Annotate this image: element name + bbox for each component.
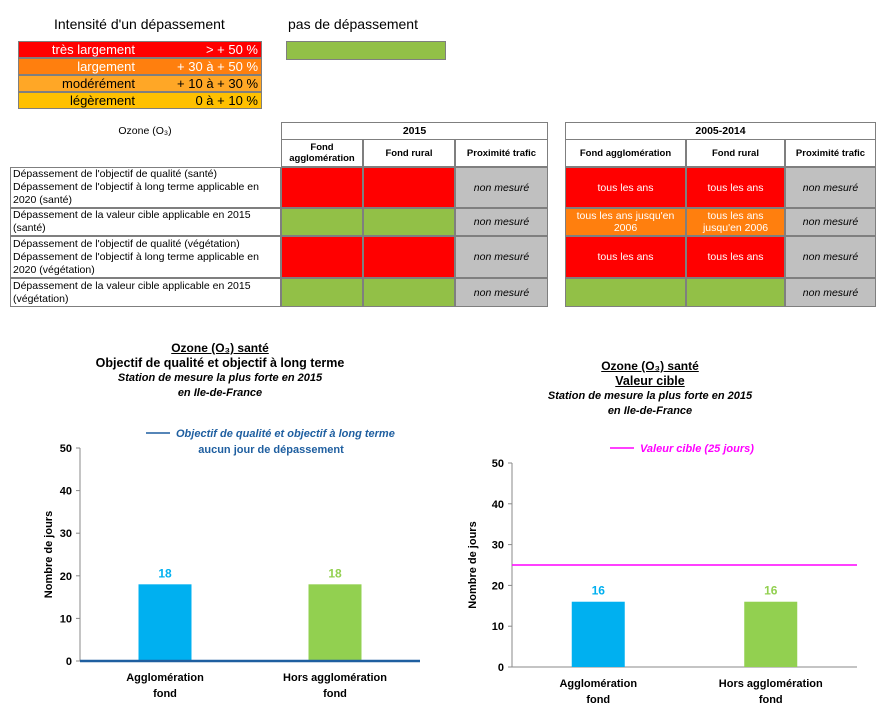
chart2-svg: 0 10 20 30 40 50 Nombre de jours 16 Agglomératio… xyxy=(467,443,857,706)
x-tick-label: Agglomération xyxy=(559,678,637,690)
legend-row: légèrement 0 à + 10 % xyxy=(18,92,262,109)
status-cell xyxy=(565,278,686,307)
legend-range: + 10 à + 30 % xyxy=(177,76,258,91)
y-tick-label: 20 xyxy=(60,571,72,583)
status-cell xyxy=(281,236,363,278)
no-exceed-title: pas de dépassement xyxy=(288,16,418,32)
status-cell xyxy=(686,278,785,307)
status-cell: non mesuré xyxy=(455,278,548,307)
status-cell: tous les ans xyxy=(565,236,686,278)
x-tick-label: Agglomération xyxy=(126,672,204,684)
status-cell: non mesuré xyxy=(455,167,548,208)
status-cell: tous les ans xyxy=(686,167,785,208)
status-cell: non mesuré xyxy=(455,208,548,236)
bar-value-label: 18 xyxy=(158,566,172,580)
y-tick-label: 0 xyxy=(66,656,72,668)
period2-header: 2005-2014 xyxy=(565,122,876,140)
bar-value-label: 16 xyxy=(764,584,778,598)
x-tick-label: fond xyxy=(323,688,347,700)
y-tick-label: 50 xyxy=(492,458,504,470)
chart2-subtitle3: en Ile-de-France xyxy=(607,405,693,417)
col-header: Fond rural xyxy=(363,139,455,167)
status-cell xyxy=(363,278,455,307)
status-cell xyxy=(363,167,455,208)
annotation-text-2: aucun jour de dépassement xyxy=(198,444,344,456)
legend-label: largement xyxy=(77,59,135,74)
col-header: Fond agglomération xyxy=(281,139,363,167)
y-axis-label: Nombre de jours xyxy=(467,521,479,608)
bar xyxy=(744,601,798,667)
x-tick-label: fond xyxy=(153,688,177,700)
chart1-svg: 0 10 20 30 40 50 Nombre de jours 18 Agglomératio… xyxy=(43,428,420,700)
chart1-title-block: Ozone (O₃) santé Objectif de qualité et … xyxy=(60,341,380,401)
status-cell: non mesuré xyxy=(785,278,876,307)
status-cell xyxy=(363,236,455,278)
legend-range: + 30 à + 50 % xyxy=(177,59,258,74)
bar-value-label: 18 xyxy=(328,566,342,580)
row-label: Dépassement de l'objectif de qualité (vé… xyxy=(10,236,281,278)
annotation-text: Objectif de qualité et objectif à long t… xyxy=(176,428,395,440)
chart1-subtitle: Objectif de qualité et objectif à long t… xyxy=(95,356,345,370)
legend-label: légèrement xyxy=(69,93,135,108)
x-tick-label: fond xyxy=(586,694,610,706)
y-tick-label: 20 xyxy=(492,580,504,592)
row-label: Dépassement de la valeur cible applicabl… xyxy=(10,208,281,236)
chart2-subtitle2: Station de mesure la plus forte en 2015 xyxy=(547,390,753,402)
status-cell: tous les ans jusqu'en 2006 xyxy=(565,208,686,236)
period1-header: 2015 xyxy=(281,122,548,140)
col-header: Proximité trafic xyxy=(455,139,548,167)
legend-range: > + 50 % xyxy=(205,42,258,57)
status-cell: non mesuré xyxy=(785,208,876,236)
x-tick-label: Hors agglomération xyxy=(719,678,823,690)
col-header: Fond rural xyxy=(686,139,785,167)
table-pollutant-header: Ozone (O₃) xyxy=(118,125,172,137)
status-cell: non mesuré xyxy=(785,167,876,208)
annotation-text: Valeur cible (25 jours) xyxy=(640,443,754,455)
legend-row: largement + 30 à + 50 % xyxy=(18,58,262,75)
bar-value-label: 16 xyxy=(592,584,606,598)
col-header: Proximité trafic xyxy=(785,139,876,167)
y-tick-label: 0 xyxy=(498,662,504,674)
status-cell xyxy=(281,278,363,307)
y-axis-label: Nombre de jours xyxy=(43,511,55,598)
status-cell xyxy=(281,167,363,208)
row-label: Dépassement de l'objectif de qualité (sa… xyxy=(10,167,281,208)
y-tick-label: 10 xyxy=(492,621,504,633)
bar xyxy=(571,601,625,667)
chart1-subtitle2: Station de mesure la plus forte en 2015 xyxy=(117,372,323,384)
row-label: Dépassement de la valeur cible applicabl… xyxy=(10,278,281,307)
legend-label: très largement xyxy=(51,42,135,57)
chart2-subtitle: Valeur cible xyxy=(615,374,685,388)
bar xyxy=(138,584,192,661)
no-exceed-swatch xyxy=(286,41,446,60)
y-tick-label: 40 xyxy=(60,486,72,498)
col-header: Fond agglomération xyxy=(565,139,686,167)
status-cell: tous les ans xyxy=(686,236,785,278)
chart2-title-block: Ozone (O₃) santé Valeur cible Station de… xyxy=(490,359,810,419)
y-tick-label: 30 xyxy=(492,540,504,552)
legend-range: 0 à + 10 % xyxy=(195,93,258,108)
status-cell xyxy=(281,208,363,236)
chart2-title: Ozone (O₃) santé xyxy=(601,359,699,373)
status-cell xyxy=(363,208,455,236)
y-tick-label: 10 xyxy=(60,613,72,625)
chart1-subtitle3: en Ile-de-France xyxy=(177,387,263,399)
bar xyxy=(308,584,362,661)
chart1-title: Ozone (O₃) santé xyxy=(171,341,269,355)
x-tick-label: fond xyxy=(759,694,783,706)
status-cell: non mesuré xyxy=(785,236,876,278)
status-cell: non mesuré xyxy=(455,236,548,278)
x-tick-label: Hors agglomération xyxy=(283,672,387,684)
legend-row: très largement > + 50 % xyxy=(18,41,262,58)
status-cell: tous les ans xyxy=(565,167,686,208)
legend-label: modérément xyxy=(62,76,135,91)
legend-title: Intensité d'un dépassement xyxy=(54,16,225,32)
y-tick-label: 30 xyxy=(60,528,72,540)
y-tick-label: 50 xyxy=(60,443,72,455)
y-tick-label: 40 xyxy=(492,499,504,511)
legend-row: modérément + 10 à + 30 % xyxy=(18,75,262,92)
status-cell: tous les ans jusqu'en 2006 xyxy=(686,208,785,236)
